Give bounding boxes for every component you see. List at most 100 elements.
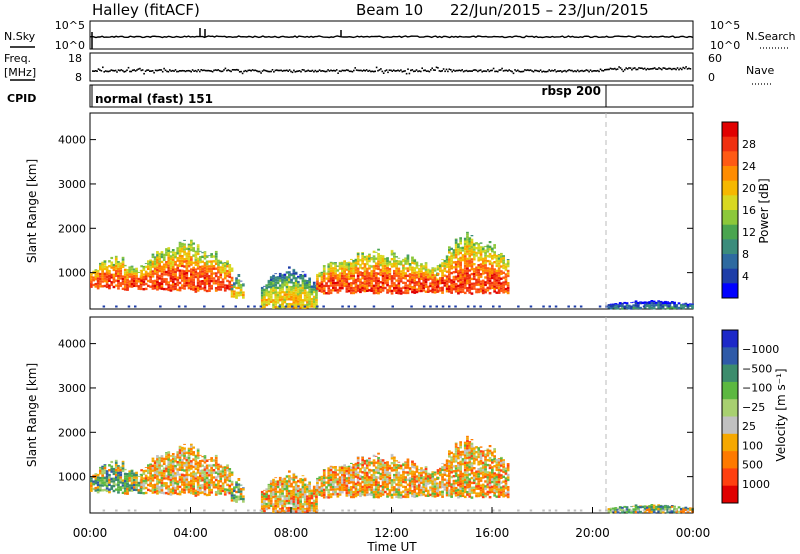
echo-cell <box>325 476 328 479</box>
nave-label: Nave <box>746 64 774 77</box>
echo-cell <box>203 266 207 270</box>
echo-cell <box>99 486 102 490</box>
echo-cell <box>472 457 476 460</box>
echo-cell <box>108 260 111 263</box>
echo-cell <box>411 261 414 264</box>
echo-cell <box>327 496 331 499</box>
echo-cell <box>306 485 309 488</box>
echo-cell <box>336 281 340 284</box>
echo-cell <box>203 274 207 277</box>
echo-cell <box>199 258 202 261</box>
echo-cell <box>190 246 193 249</box>
echo-cell <box>413 485 417 489</box>
echo-cell <box>466 238 469 241</box>
echo-cell <box>497 289 501 292</box>
freq-sample <box>244 69 247 72</box>
echo-cell <box>217 467 220 471</box>
freq-sample <box>173 70 175 72</box>
echo-cell <box>105 482 109 485</box>
echo-cell <box>288 290 291 294</box>
echo-cell <box>445 481 449 485</box>
echo-cell <box>493 278 496 281</box>
echo-cell <box>397 267 401 270</box>
echo-cell <box>276 485 280 489</box>
echo-cell <box>153 460 157 462</box>
freq-sample <box>531 70 533 72</box>
echo-cell <box>230 276 234 280</box>
echo-cell <box>272 481 275 484</box>
echo-cell <box>479 251 483 254</box>
echo-cell <box>436 469 440 470</box>
echo-cell <box>185 480 189 484</box>
echo-cell <box>661 302 665 305</box>
echo-cell <box>379 281 383 284</box>
echo-cell <box>190 477 193 480</box>
echo-cell <box>196 267 200 270</box>
echo-cell <box>126 492 129 495</box>
echo-cell <box>265 294 269 297</box>
echo-cell <box>322 481 326 484</box>
echo-cell <box>171 288 175 291</box>
echo-cell <box>493 287 496 291</box>
echo-cell <box>223 476 227 479</box>
echo-cell <box>299 294 302 297</box>
echo-cell <box>426 276 430 279</box>
echo-cell <box>288 305 291 308</box>
echo-cell <box>322 284 326 288</box>
echo-cell <box>199 472 202 475</box>
echo-cell <box>199 273 202 276</box>
echo-cell <box>399 280 403 283</box>
echo-cell <box>411 480 414 483</box>
echo-cell <box>411 494 414 498</box>
echo-cell <box>377 471 380 475</box>
echo-cell <box>475 283 478 286</box>
echo-cell <box>114 274 118 277</box>
echo-cell <box>463 242 467 246</box>
echo-cell <box>359 285 362 289</box>
echo-cell <box>463 255 467 258</box>
echo-cell <box>221 262 225 264</box>
echo-cell <box>334 274 337 277</box>
echo-cell <box>144 263 148 264</box>
echo-cell <box>281 274 284 277</box>
echo-cell <box>208 491 211 494</box>
echo-cell <box>139 491 143 495</box>
echo-cell <box>235 481 238 484</box>
echo-cell <box>341 272 344 275</box>
echo-cell <box>233 499 236 502</box>
echo-cell <box>176 259 180 262</box>
echo-cell <box>666 307 670 310</box>
echo-cell <box>661 301 665 303</box>
echo-cell <box>393 461 396 465</box>
echo-cell <box>404 490 407 494</box>
echo-cell <box>475 446 478 449</box>
echo-cell <box>263 509 266 513</box>
echo-cell <box>160 255 164 259</box>
echo-cell <box>303 274 307 278</box>
echo-cell <box>424 262 428 264</box>
echo-cell <box>368 461 371 464</box>
echo-cell <box>334 272 337 275</box>
echo-cell <box>648 301 651 302</box>
echo-cell <box>92 487 95 491</box>
frequency-trace <box>92 66 692 75</box>
echo-cell <box>297 484 300 488</box>
freq-unit: [MHz] <box>4 66 36 79</box>
echo-cell <box>297 293 300 296</box>
echo-cell <box>169 468 173 472</box>
echo-cell <box>486 245 490 248</box>
echo-cell <box>112 467 116 471</box>
echo-cell <box>126 473 129 476</box>
echo-cell <box>278 277 282 280</box>
echo-cell <box>235 483 238 486</box>
echo-cell <box>158 464 161 467</box>
echo-cell <box>632 304 636 307</box>
echo-cell <box>303 304 307 307</box>
echo-cell <box>208 289 211 292</box>
echo-cell <box>147 260 150 263</box>
echo-cell <box>470 258 474 261</box>
echo-cell <box>130 273 134 276</box>
echo-cell <box>303 503 307 506</box>
echo-cell <box>443 281 447 285</box>
echo-cell <box>477 283 481 286</box>
